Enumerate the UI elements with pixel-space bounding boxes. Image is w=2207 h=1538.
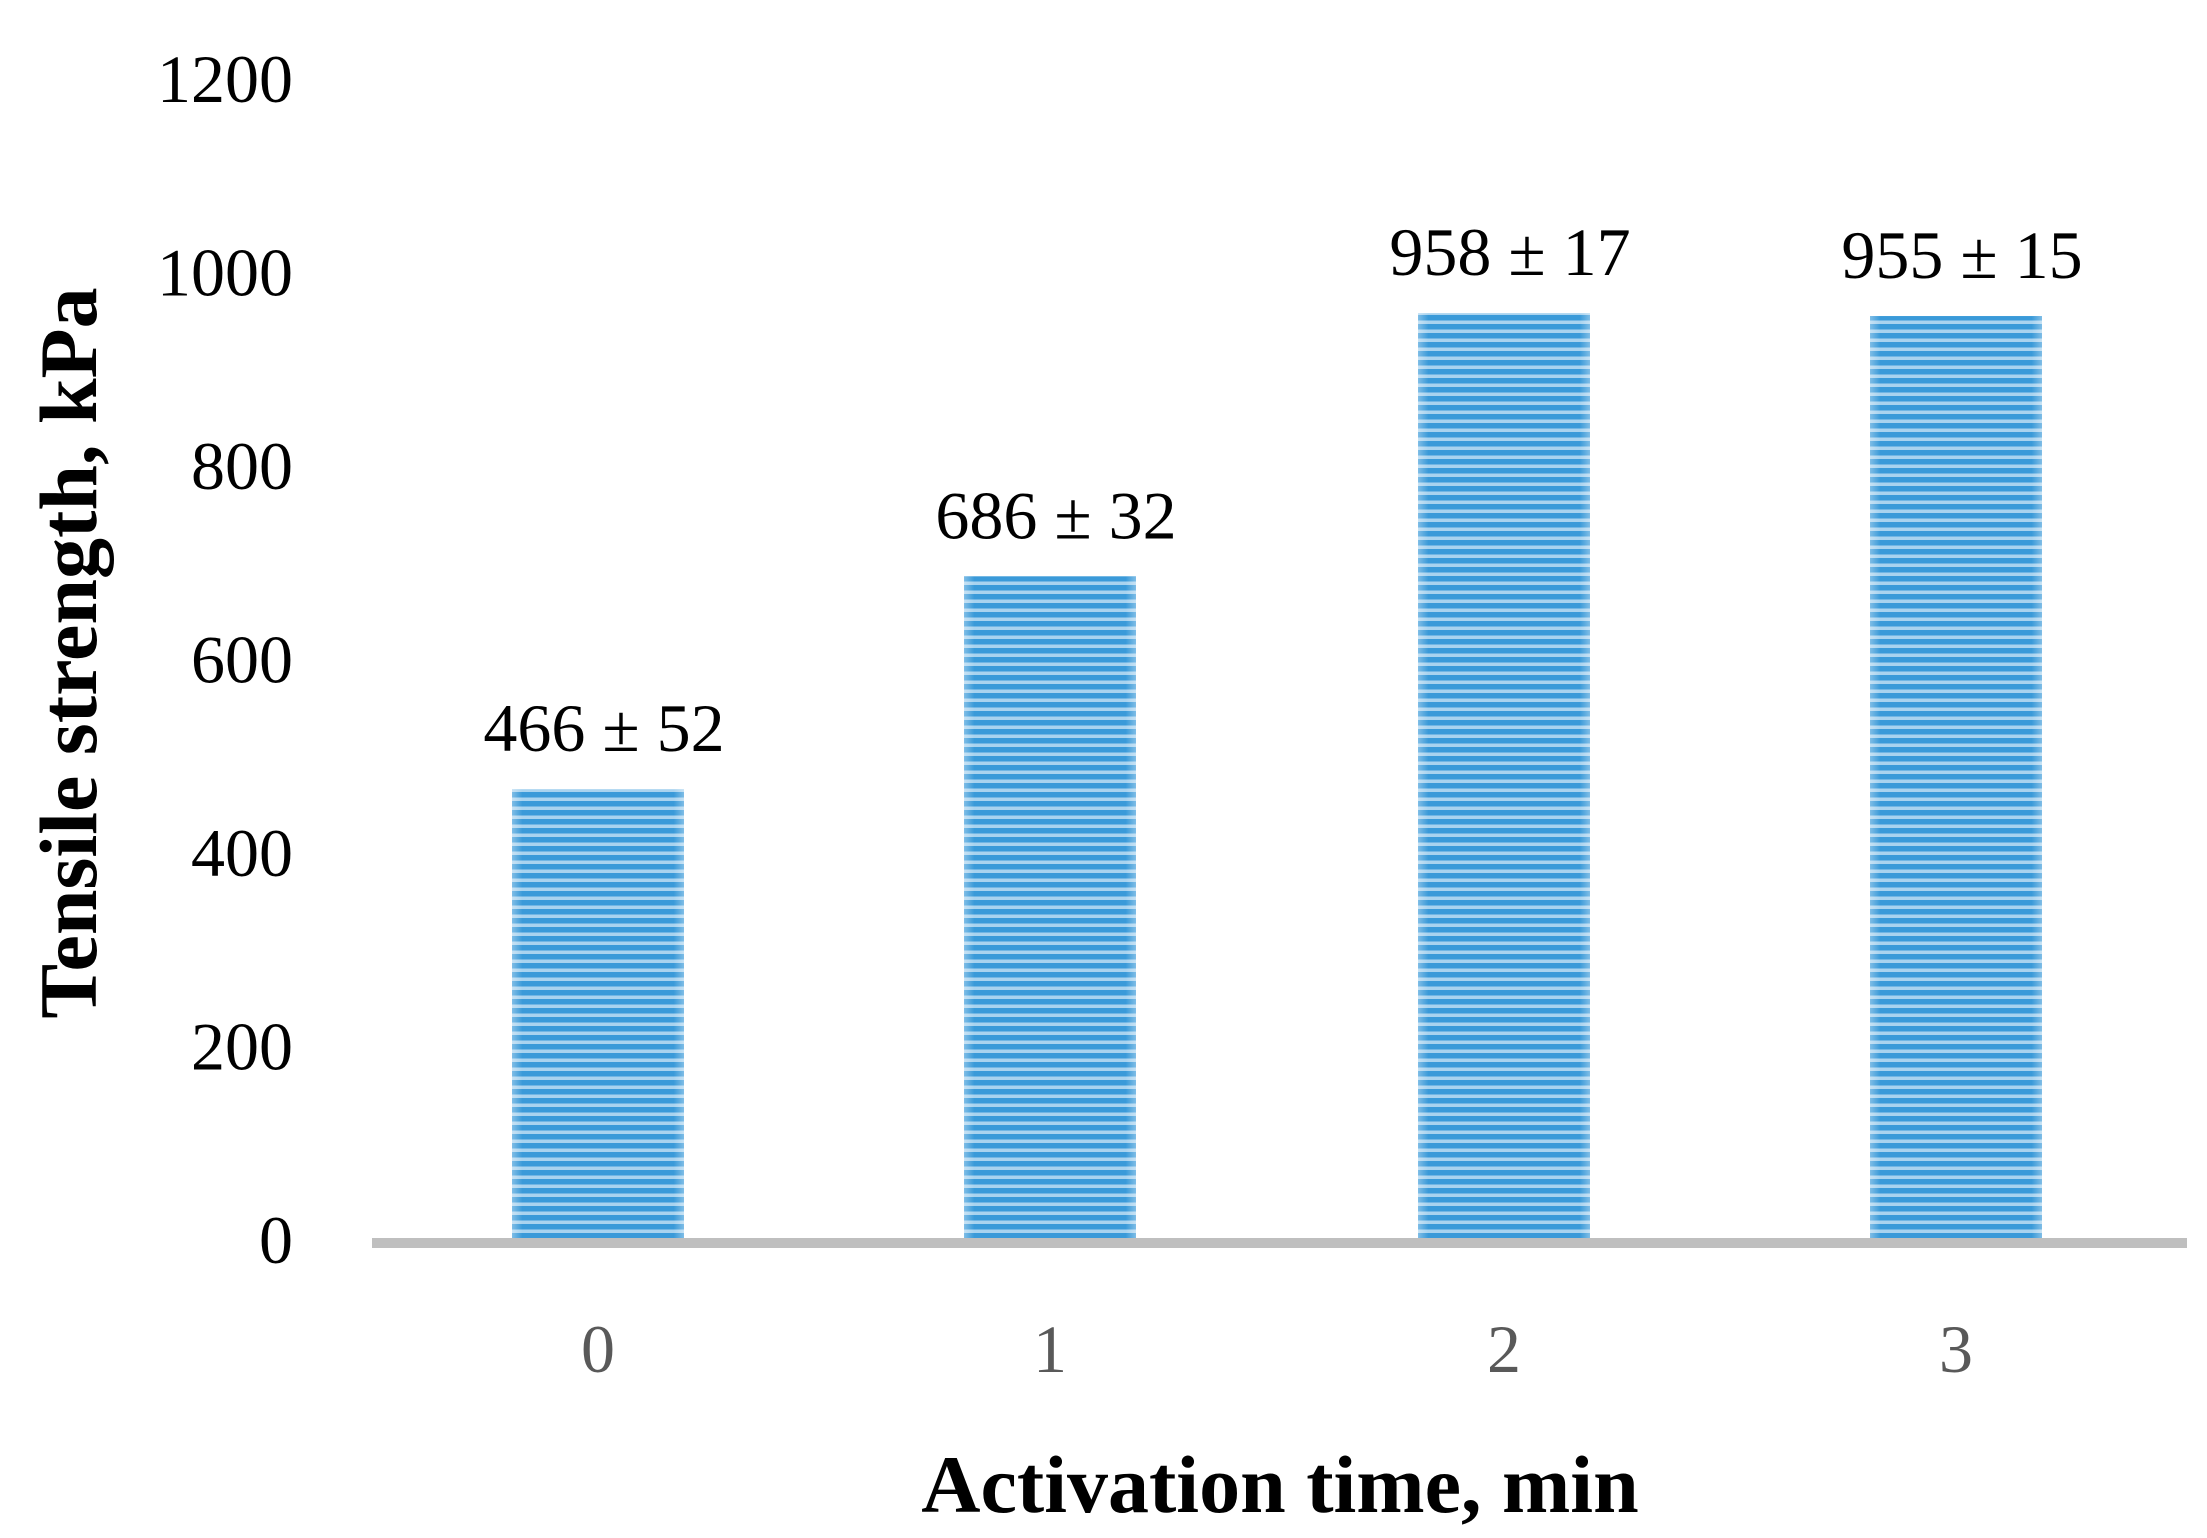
x-tick-label: 2 (1487, 1311, 1521, 1387)
bar-edge-shade (1870, 316, 2042, 1241)
bar-data-label: 686 ± 32 (935, 477, 1176, 553)
y-tick-label: 600 (191, 622, 293, 698)
y-tick-label: 400 (191, 815, 293, 891)
bar-data-label: 466 ± 52 (483, 690, 724, 766)
x-tick-label: 0 (581, 1311, 615, 1387)
x-axis-title: Activation time, min (921, 1439, 1638, 1530)
x-tick-label: 3 (1939, 1311, 1973, 1387)
bars (512, 313, 2042, 1241)
bar-edge-shade (1418, 313, 1590, 1240)
y-tick-label: 200 (191, 1009, 293, 1085)
bar-edge-shade (964, 576, 1136, 1240)
bar-edge-shade (512, 789, 684, 1240)
y-tick-label: 1200 (157, 41, 293, 117)
y-tick-label: 1000 (157, 235, 293, 311)
y-tick-label: 0 (259, 1202, 293, 1278)
bar-data-label: 955 ± 15 (1841, 217, 2082, 293)
x-axis-ticks: 0 1 2 3 (581, 1311, 1973, 1387)
y-axis-title: Tensile strength, kPa (23, 287, 114, 1018)
y-axis-ticks: 0 200 400 600 800 1000 1200 (157, 41, 293, 1278)
x-tick-label: 1 (1033, 1311, 1067, 1387)
bar-data-label: 958 ± 17 (1389, 214, 1630, 290)
data-labels: 466 ± 52 686 ± 32 958 ± 17 955 ± 15 (483, 214, 2082, 766)
y-tick-label: 800 (191, 428, 293, 504)
